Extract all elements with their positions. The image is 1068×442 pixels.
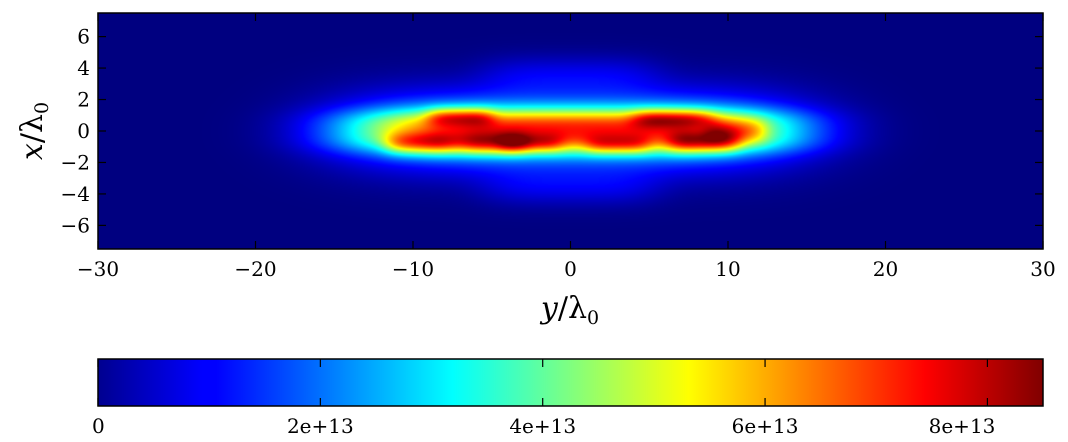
y-ticks: 6 4 2 0 −2 −4 −6	[61, 25, 1043, 237]
y-tick-label: −6	[61, 213, 90, 237]
x-tick-label: −30	[77, 257, 119, 281]
x-tick-label: −20	[234, 257, 276, 281]
y-tick-label: 6	[77, 25, 90, 49]
heatmap-image-holder	[98, 13, 1043, 249]
y-tick-label: −2	[61, 150, 90, 174]
colorbar-tick-label: 6e+13	[732, 414, 799, 438]
y-tick-label: −4	[61, 182, 90, 206]
heatmap-canvas	[98, 13, 1043, 249]
colorbar-ticks: 0 2e+13 4e+13 6e+13 8e+13	[92, 359, 995, 438]
y-tick-label: 4	[77, 56, 90, 80]
y-axis-label: x/λ0	[15, 102, 53, 160]
y-tick-label: 2	[77, 88, 90, 112]
x-tick-label: 30	[1030, 257, 1055, 281]
colorbar-tick-label: 2e+13	[287, 414, 354, 438]
x-ticks: −30 −20 −10 0 10 20 30	[77, 13, 1056, 281]
y-tick-label: 0	[77, 119, 90, 143]
colorbar-tick-label: 8e+13	[929, 414, 996, 438]
colorbar-gradient	[98, 359, 1043, 406]
x-tick-label: 0	[564, 257, 577, 281]
colorbar-tick-label: 0	[92, 414, 105, 438]
x-axis-label: y/λ0	[539, 291, 599, 329]
x-tick-label: 20	[873, 257, 898, 281]
colorbar: 0 2e+13 4e+13 6e+13 8e+13	[92, 358, 1044, 438]
x-tick-label: 10	[715, 257, 740, 281]
colorbar-tick-label: 4e+13	[509, 414, 576, 438]
x-tick-label: −10	[392, 257, 434, 281]
colorbar-frame	[97, 358, 1044, 407]
